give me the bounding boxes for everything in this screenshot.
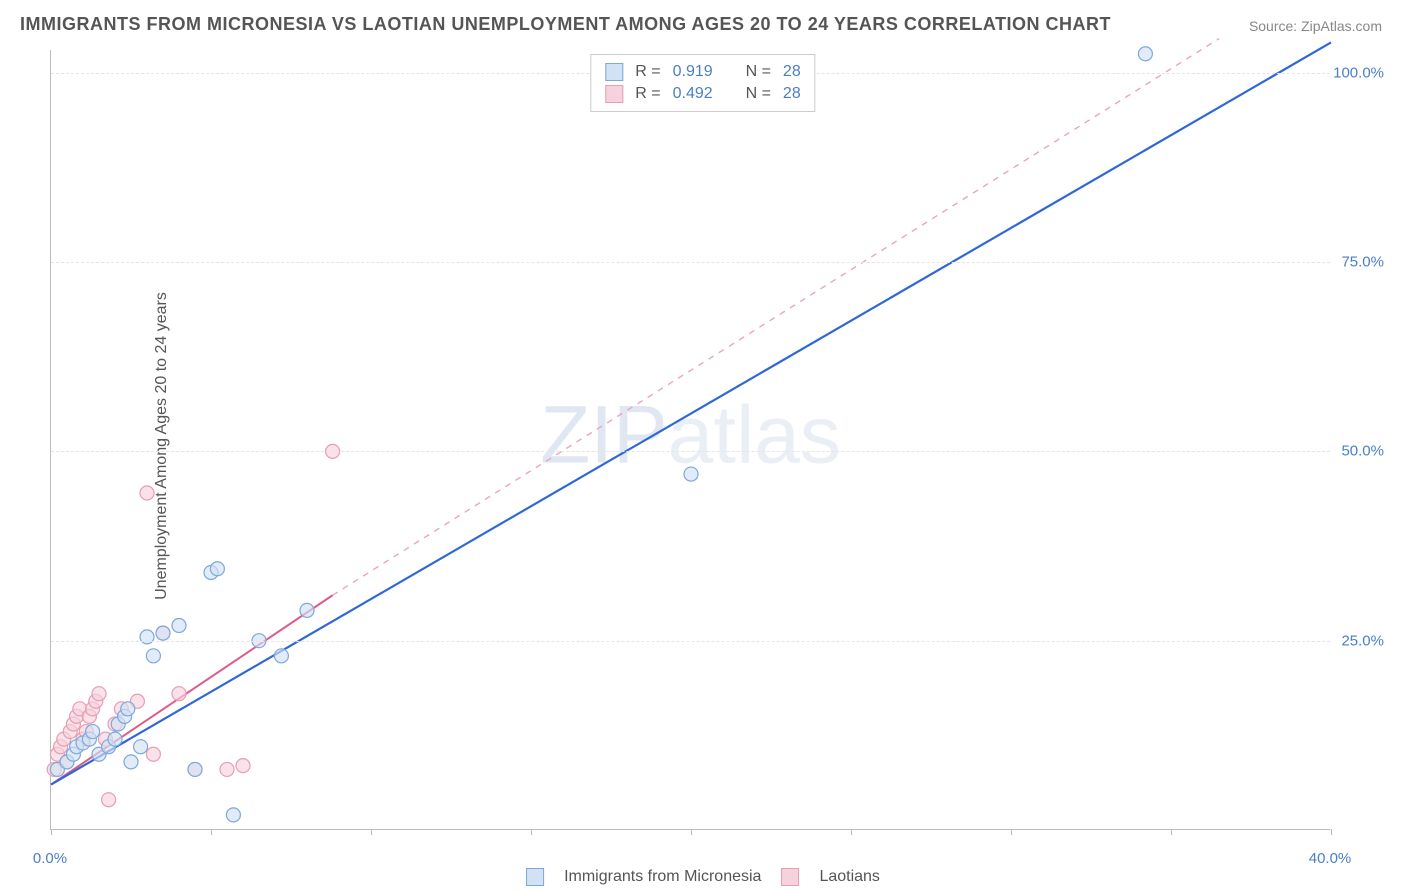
x-tick-mark <box>851 829 852 835</box>
chart-title: IMMIGRANTS FROM MICRONESIA VS LAOTIAN UN… <box>20 14 1111 35</box>
n-value: 28 <box>783 63 801 81</box>
r-label: R = <box>635 63 660 81</box>
x-tick-mark <box>1331 829 1332 835</box>
trendline-micronesia <box>51 42 1331 784</box>
scatter-point-micronesia <box>108 732 122 746</box>
stats-legend-row: R = 0.919 N = 28 <box>605 61 800 83</box>
scatter-point-micronesia <box>684 467 698 481</box>
scatter-point-micronesia <box>121 702 135 716</box>
y-tick-label: 100.0% <box>1333 64 1384 81</box>
y-tick-label: 50.0% <box>1341 443 1384 460</box>
r-value: 0.492 <box>673 85 713 103</box>
chart-svg <box>51 50 1330 829</box>
series-legend: Immigrants from Micronesia Laotians <box>526 868 880 886</box>
gridline <box>51 451 1330 452</box>
legend-swatch <box>605 85 623 103</box>
scatter-point-laotians <box>102 793 116 807</box>
x-tick-label: 0.0% <box>33 850 67 867</box>
scatter-point-micronesia <box>226 808 240 822</box>
scatter-point-laotians <box>92 687 106 701</box>
x-tick-mark <box>371 829 372 835</box>
scatter-point-micronesia <box>274 649 288 663</box>
scatter-point-laotians <box>172 687 186 701</box>
scatter-point-laotians <box>220 762 234 776</box>
gridline <box>51 262 1330 263</box>
scatter-point-micronesia <box>210 562 224 576</box>
r-label: R = <box>635 85 660 103</box>
x-tick-mark <box>1171 829 1172 835</box>
scatter-point-micronesia <box>156 626 170 640</box>
x-tick-mark <box>1011 829 1012 835</box>
x-tick-label: 40.0% <box>1309 850 1352 867</box>
y-tick-label: 75.0% <box>1341 254 1384 271</box>
scatter-point-micronesia <box>86 725 100 739</box>
scatter-point-micronesia <box>140 630 154 644</box>
n-value: 28 <box>783 85 801 103</box>
x-tick-mark <box>531 829 532 835</box>
trendline-laotians-dash <box>333 39 1219 596</box>
chart-container: IMMIGRANTS FROM MICRONESIA VS LAOTIAN UN… <box>0 0 1406 892</box>
legend-label: Laotians <box>819 868 880 886</box>
y-tick-label: 25.0% <box>1341 632 1384 649</box>
scatter-point-micronesia <box>146 649 160 663</box>
legend-swatch <box>526 868 544 886</box>
legend-label: Immigrants from Micronesia <box>564 868 761 886</box>
legend-swatch <box>781 868 799 886</box>
scatter-point-micronesia <box>134 740 148 754</box>
x-tick-mark <box>51 829 52 835</box>
n-label: N = <box>746 63 771 81</box>
legend-swatch <box>605 63 623 81</box>
scatter-point-laotians <box>236 759 250 773</box>
source-label: Source: ZipAtlas.com <box>1249 18 1382 34</box>
scatter-point-micronesia <box>300 603 314 617</box>
plot-area: ZIPatlas <box>50 50 1330 830</box>
x-tick-mark <box>211 829 212 835</box>
scatter-point-laotians <box>146 747 160 761</box>
stats-legend-row: R = 0.492 N = 28 <box>605 83 800 105</box>
n-label: N = <box>746 85 771 103</box>
scatter-point-laotians <box>140 486 154 500</box>
r-value: 0.919 <box>673 63 713 81</box>
scatter-point-micronesia <box>124 755 138 769</box>
gridline <box>51 641 1330 642</box>
scatter-point-micronesia <box>1138 47 1152 61</box>
scatter-point-micronesia <box>188 762 202 776</box>
stats-legend: R = 0.919 N = 28 R = 0.492 N = 28 <box>590 54 815 112</box>
scatter-point-micronesia <box>172 619 186 633</box>
x-tick-mark <box>691 829 692 835</box>
